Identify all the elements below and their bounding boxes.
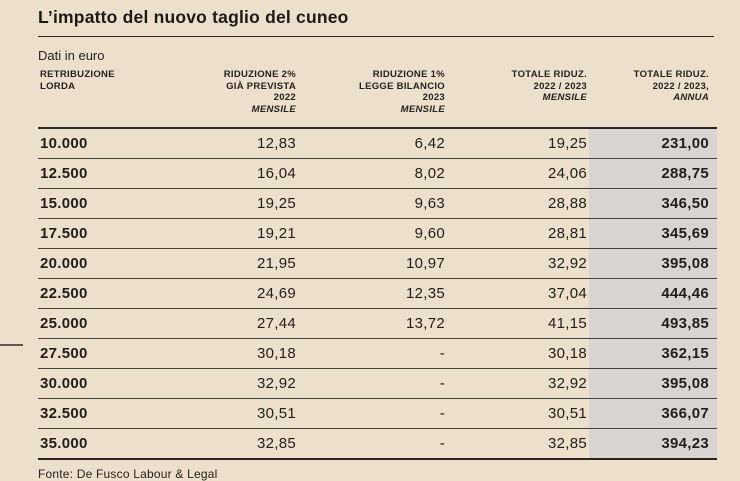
header-lines: TOTALE RIDUZ. 2022 / 2023, [633, 69, 709, 92]
table-row: 35.000 32,85 - 32,85 394,23 [38, 428, 717, 460]
reduction-2023-cell: 12,35 [298, 278, 447, 309]
gross-salary-cell: 17.500 [38, 218, 168, 249]
total-annual-cell: 231,00 [589, 128, 717, 159]
column-header-gross-salary: RETRIBUZIONE LORDA [38, 69, 168, 128]
table-row: 20.000 21,95 10,97 32,92 395,08 [38, 248, 717, 279]
column-header-total-monthly: TOTALE RIDUZ. 2022 / 2023 MENSILE [447, 69, 589, 128]
total-annual-cell: 394,23 [589, 428, 717, 460]
total-monthly-cell: 30,51 [447, 398, 589, 429]
gross-salary-cell: 20.000 [38, 248, 168, 279]
reduction-2023-cell: 8,02 [298, 158, 447, 189]
total-annual-cell: 493,85 [589, 308, 717, 339]
gross-salary-cell: 35.000 [38, 428, 168, 460]
reduction-2022-cell: 21,95 [168, 248, 298, 279]
header-lines: RIDUZIONE 2% GIÀ PREVISTA 2022 [223, 69, 296, 103]
header-lines: RETRIBUZIONE LORDA [40, 69, 115, 92]
table-row: 27.500 30,18 - 30,18 362,15 [38, 338, 717, 369]
reduction-2023-cell: 9,63 [298, 188, 447, 219]
reduction-2023-cell: - [298, 338, 447, 369]
table-body: 10.000 12,83 6,42 19,25 231,00 12.500 16… [38, 128, 717, 460]
table-row: 12.500 16,04 8,02 24,06 288,75 [38, 158, 717, 189]
reduction-2022-cell: 12,83 [168, 128, 298, 159]
table-row: 15.000 19,25 9,63 28,88 346,50 [38, 188, 717, 219]
reduction-2023-cell: - [298, 398, 447, 429]
total-annual-cell: 366,07 [589, 398, 717, 429]
source-note: Fonte: De Fusco Labour & Legal [38, 467, 218, 481]
table-header: RETRIBUZIONE LORDA RIDUZIONE 2% GIÀ PREV… [38, 69, 717, 128]
reduction-2022-cell: 30,51 [168, 398, 298, 429]
total-monthly-cell: 32,85 [447, 428, 589, 460]
reduction-2022-cell: 32,85 [168, 428, 298, 460]
reduction-2022-cell: 19,21 [168, 218, 298, 249]
data-table: RETRIBUZIONE LORDA RIDUZIONE 2% GIÀ PREV… [38, 69, 717, 460]
reduction-2023-cell: 6,42 [298, 128, 447, 159]
gross-salary-cell: 22.500 [38, 278, 168, 309]
header-row: RETRIBUZIONE LORDA RIDUZIONE 2% GIÀ PREV… [38, 69, 717, 128]
table-row: 30.000 32,92 - 32,92 395,08 [38, 368, 717, 399]
margin-tick-mark [0, 344, 23, 346]
gross-salary-cell: 32.500 [38, 398, 168, 429]
reduction-2023-cell: - [298, 368, 447, 399]
total-annual-cell: 288,75 [589, 158, 717, 189]
reduction-2022-cell: 30,18 [168, 338, 298, 369]
reduction-2023-cell: 13,72 [298, 308, 447, 339]
column-header-reduction-1pct: RIDUZIONE 1% LEGGE BILANCIO 2023 MENSILE [298, 69, 447, 128]
table-row: 25.000 27,44 13,72 41,15 493,85 [38, 308, 717, 339]
total-annual-cell: 395,08 [589, 248, 717, 279]
gross-salary-cell: 27.500 [38, 338, 168, 369]
total-monthly-cell: 37,04 [447, 278, 589, 309]
reduction-2022-cell: 27,44 [168, 308, 298, 339]
total-monthly-cell: 32,92 [447, 248, 589, 279]
total-monthly-cell: 30,18 [447, 338, 589, 369]
header-period-label: MENSILE [542, 92, 587, 103]
reduction-2022-cell: 32,92 [168, 368, 298, 399]
header-period-label: ANNUA [673, 92, 709, 103]
gross-salary-cell: 10.000 [38, 128, 168, 159]
infographic-panel: L’impatto del nuovo taglio del cuneo Dat… [38, 0, 717, 481]
table-row: 22.500 24,69 12,35 37,04 444,46 [38, 278, 717, 309]
total-annual-cell: 395,08 [589, 368, 717, 399]
reduction-2023-cell: 10,97 [298, 248, 447, 279]
reduction-2022-cell: 16,04 [168, 158, 298, 189]
reduction-2022-cell: 19,25 [168, 188, 298, 219]
page-title: L’impatto del nuovo taglio del cuneo [38, 7, 349, 27]
reduction-2022-cell: 24,69 [168, 278, 298, 309]
gross-salary-cell: 12.500 [38, 158, 168, 189]
table-row: 10.000 12,83 6,42 19,25 231,00 [38, 128, 717, 159]
total-monthly-cell: 32,92 [447, 368, 589, 399]
total-monthly-cell: 28,81 [447, 218, 589, 249]
total-monthly-cell: 41,15 [447, 308, 589, 339]
total-annual-cell: 362,15 [589, 338, 717, 369]
total-annual-cell: 345,69 [589, 218, 717, 249]
reduction-2023-cell: - [298, 428, 447, 460]
total-monthly-cell: 24,06 [447, 158, 589, 189]
header-lines: TOTALE RIDUZ. 2022 / 2023 [511, 69, 587, 92]
gross-salary-cell: 15.000 [38, 188, 168, 219]
units-note: Dati in euro [38, 48, 105, 63]
header-period-label: MENSILE [400, 103, 445, 115]
total-annual-cell: 444,46 [589, 278, 717, 309]
header-period-label: MENSILE [251, 103, 296, 115]
total-annual-cell: 346,50 [589, 188, 717, 219]
gross-salary-cell: 25.000 [38, 308, 168, 339]
column-header-reduction-2pct: RIDUZIONE 2% GIÀ PREVISTA 2022 MENSILE [168, 69, 298, 128]
reduction-2023-cell: 9,60 [298, 218, 447, 249]
total-monthly-cell: 19,25 [447, 128, 589, 159]
header-lines: RIDUZIONE 1% LEGGE BILANCIO 2023 [358, 69, 445, 103]
gross-salary-cell: 30.000 [38, 368, 168, 399]
total-monthly-cell: 28,88 [447, 188, 589, 219]
column-header-total-annual: TOTALE RIDUZ. 2022 / 2023, ANNUA [589, 69, 717, 128]
table-row: 17.500 19,21 9,60 28,81 345,69 [38, 218, 717, 249]
title-divider [38, 36, 714, 37]
table-row: 32.500 30,51 - 30,51 366,07 [38, 398, 717, 429]
